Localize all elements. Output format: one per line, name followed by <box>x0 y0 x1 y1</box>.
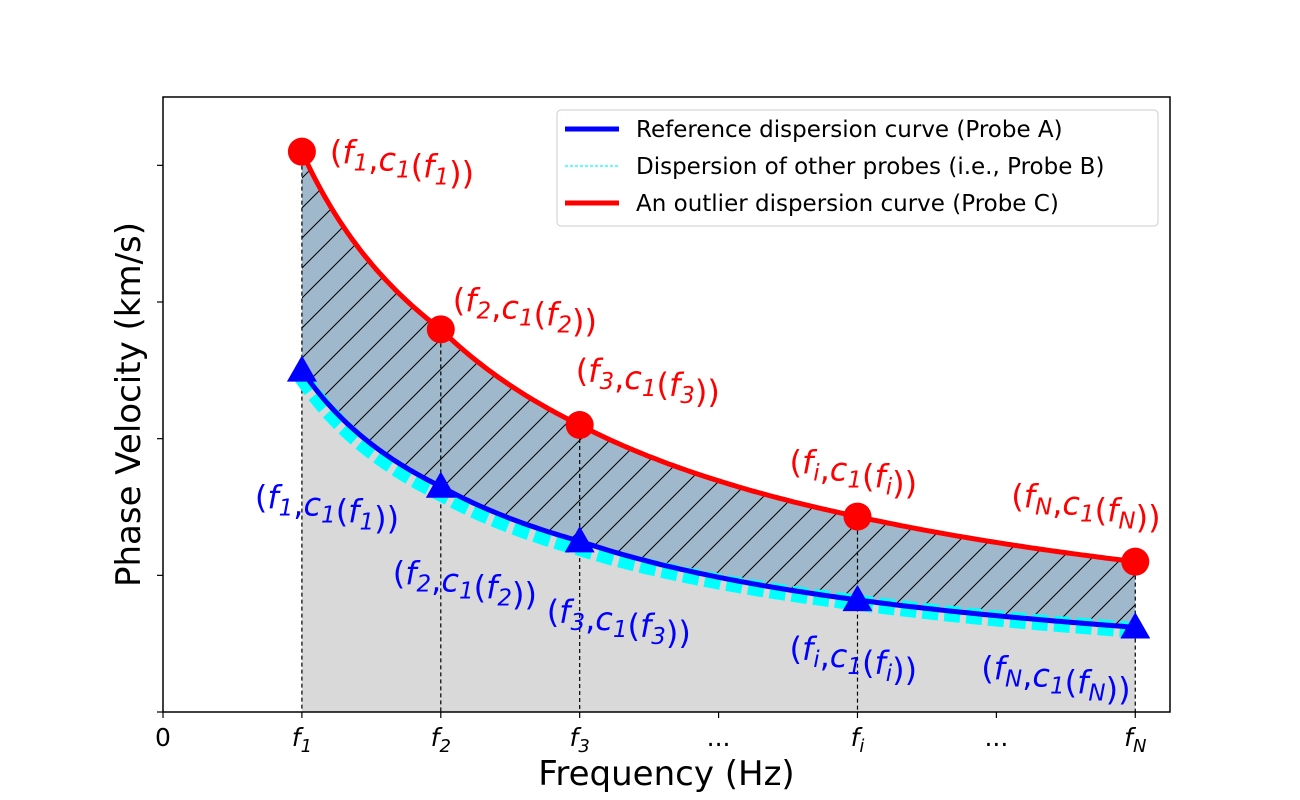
fill-areas <box>301 151 1136 712</box>
legend-label: Dispersion of other probes (i.e., Probe … <box>636 154 1104 180</box>
probe-a-annotation: (fi,c1(fi)) <box>789 630 917 689</box>
probe-c-point <box>1121 547 1150 576</box>
probe-a-point <box>1120 612 1151 639</box>
x-tick-label: ... <box>984 723 1008 752</box>
fill-below-reference <box>301 370 1136 712</box>
x-tick-label: f1 <box>292 723 312 757</box>
probe-a-annotation: (fN,c1(fN)) <box>981 649 1130 708</box>
probe-a-annotation: (f3,c1(f3)) <box>547 593 691 652</box>
legend-label: Reference dispersion curve (Probe A) <box>636 117 1063 143</box>
probe-a-point <box>425 471 456 498</box>
x-tick-label: f2 <box>431 723 451 757</box>
x-tick-label: fN <box>1124 723 1146 757</box>
probe-a-point <box>842 584 873 612</box>
x-tick-label: ... <box>707 723 731 752</box>
probe-c-annotation: (f1,c1(f1)) <box>330 134 474 193</box>
x-axis-label: Frequency (Hz) <box>538 754 794 794</box>
legend-box <box>556 109 1159 227</box>
probe-c-point <box>426 315 455 344</box>
point-annotations: (f1,c1(f1))(f1,c1(f1))(f2,c1(f2))(f2,c1(… <box>255 134 1161 709</box>
plot-frame <box>162 96 1171 713</box>
probe-a-point <box>286 355 317 382</box>
y-axis-label: Phase Velocity (km/s) <box>109 222 149 587</box>
legend: Reference dispersion curve (Probe A) Disp… <box>556 109 1159 227</box>
dashed-guides <box>301 151 1136 712</box>
hatch-between-curves <box>301 151 1136 628</box>
x-tick-label: f3 <box>570 723 590 757</box>
legend-label: An outlier dispersion curve (Probe C) <box>636 191 1059 217</box>
probe-c-point <box>565 411 594 439</box>
probe-c-annotation: (fi,c1(fi)) <box>789 444 917 503</box>
probe-c-point <box>843 502 872 531</box>
probe-a-point <box>564 526 595 553</box>
probe-c-point <box>287 137 316 166</box>
probe-c-annotation: (fN,c1(fN)) <box>1011 478 1160 537</box>
series-markers <box>286 137 1151 639</box>
x-tick-label: fi <box>851 723 865 757</box>
probe-c-annotation: (f2,c1(f2)) <box>453 281 597 340</box>
x-tick-label: 0 <box>155 723 171 752</box>
probe-c-annotation: (f3,c1(f3)) <box>576 352 720 411</box>
